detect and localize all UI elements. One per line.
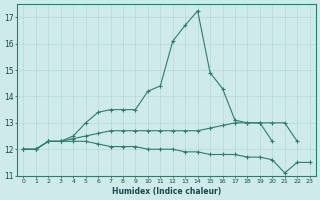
X-axis label: Humidex (Indice chaleur): Humidex (Indice chaleur) <box>112 187 221 196</box>
